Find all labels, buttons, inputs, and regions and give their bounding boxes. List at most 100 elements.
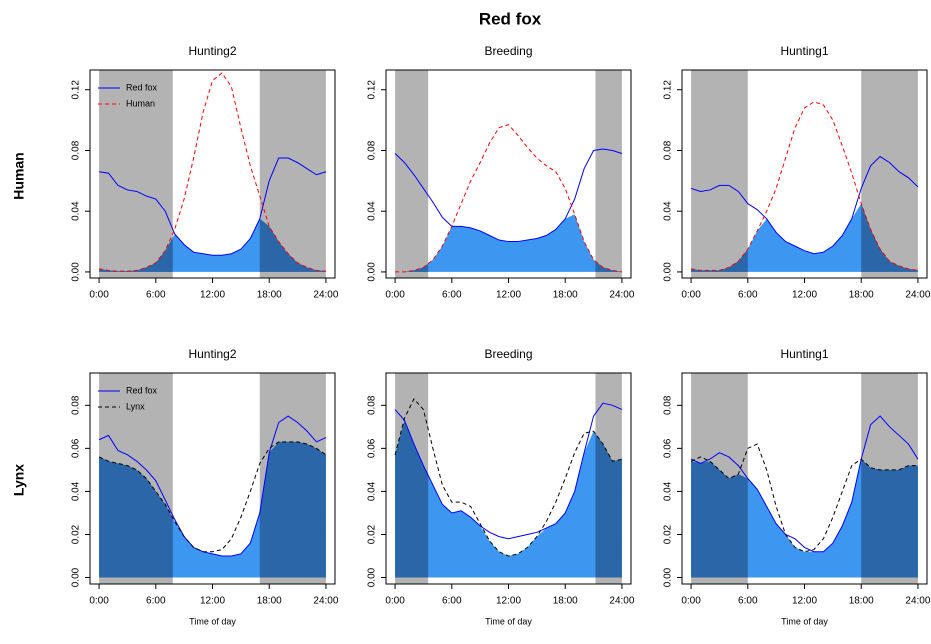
overlap-area — [395, 214, 622, 272]
panel: Hunting1 0:00 6:00 12:00 18:00 24:00 0.00 0.02 0… — [663, 347, 931, 626]
y-tick-label: 0.00 — [71, 262, 82, 282]
series-line — [395, 124, 623, 273]
x-tick-label: 24:00 — [609, 596, 634, 607]
panel: Hunting2 0:00 6:00 12:00 18:00 24:00 0.00 0.04 0… — [71, 44, 339, 300]
night-shade — [395, 70, 429, 278]
x-tick-label: 18:00 — [257, 596, 282, 607]
x-axis-label: Time of day — [189, 616, 236, 626]
overlap-area — [395, 420, 622, 578]
x-tick-label: 0:00 — [89, 290, 109, 301]
x-tick-label: 18:00 — [257, 290, 282, 301]
y-tick-label: 0.04 — [71, 201, 82, 221]
y-tick-label: 0.08 — [71, 395, 82, 415]
panel: Hunting2 0:00 6:00 12:00 18:00 24:00 0.00 0.02 0… — [71, 347, 339, 626]
overlap-area-night — [99, 218, 326, 272]
x-tick-label: 24:00 — [313, 290, 338, 301]
series-line — [98, 72, 326, 272]
x-tick-label: 18:00 — [849, 290, 874, 301]
x-tick-label: 0:00 — [681, 596, 701, 607]
x-tick-label: 24:00 — [609, 290, 634, 301]
y-tick-label: 0.06 — [663, 438, 674, 458]
panel-title: Breeding — [484, 347, 532, 361]
night-shade — [595, 70, 622, 278]
y-tick-label: 0.04 — [663, 201, 674, 221]
y-tick-label: 0.06 — [367, 438, 378, 458]
x-tick-label: 6:00 — [146, 596, 166, 607]
x-tick-label: 0:00 — [681, 290, 701, 301]
row-label: Human — [11, 152, 27, 199]
figure-title: Red fox — [479, 9, 542, 28]
y-tick-label: 0.00 — [367, 567, 378, 587]
y-tick-label: 0.04 — [367, 481, 378, 501]
y-tick-label: 0.08 — [663, 395, 674, 415]
y-tick-label: 0.08 — [71, 140, 82, 160]
y-tick-label: 0.08 — [367, 140, 378, 160]
x-axis-label: Time of day — [485, 616, 532, 626]
y-tick-label: 0.04 — [71, 481, 82, 501]
series-line — [690, 415, 919, 553]
x-tick-label: 12:00 — [496, 596, 521, 607]
x-tick-label: 24:00 — [905, 290, 930, 301]
x-tick-label: 18:00 — [849, 596, 874, 607]
x-tick-label: 0:00 — [385, 290, 405, 301]
row-label: Lynx — [11, 464, 27, 496]
x-axis-label: Time of day — [781, 616, 828, 626]
series-line — [690, 101, 919, 271]
y-tick-label: 0.08 — [663, 140, 674, 160]
y-tick-label: 0.04 — [367, 201, 378, 221]
series-line — [394, 397, 623, 557]
overlap-area-night — [99, 441, 326, 578]
x-tick-label: 0:00 — [385, 596, 405, 607]
series-line — [690, 155, 919, 255]
x-tick-label: 12:00 — [496, 290, 521, 301]
y-tick-label: 0.00 — [663, 567, 674, 587]
night-shade — [691, 70, 748, 278]
x-tick-label: 6:00 — [442, 290, 462, 301]
panel: Breeding 0:00 6:00 12:00 18:00 24:00 0.00 0.04 0… — [367, 44, 635, 300]
y-tick-label: 0.06 — [71, 438, 82, 458]
legend-label: Lynx — [126, 401, 145, 411]
y-tick-label: 0.00 — [71, 567, 82, 587]
x-tick-label: 18:00 — [553, 596, 578, 607]
series-line — [98, 157, 327, 256]
x-tick-label: 6:00 — [738, 596, 758, 607]
y-tick-label: 0.12 — [71, 80, 82, 100]
series-line — [690, 443, 918, 553]
x-tick-label: 6:00 — [146, 290, 166, 301]
y-tick-label: 0.04 — [663, 481, 674, 501]
series-line — [394, 148, 623, 243]
y-tick-label: 0.02 — [367, 524, 378, 544]
panel-title: Hunting2 — [188, 44, 236, 58]
panel: Hunting1 0:00 6:00 12:00 18:00 24:00 0.00 0.04 0… — [663, 44, 931, 300]
x-tick-label: 24:00 — [905, 596, 930, 607]
legend-label: Human — [126, 98, 155, 108]
x-tick-label: 12:00 — [792, 596, 817, 607]
y-tick-label: 0.02 — [663, 524, 674, 544]
y-tick-label: 0.12 — [663, 80, 674, 100]
panel-title: Breeding — [484, 44, 532, 58]
x-tick-label: 6:00 — [738, 290, 758, 301]
y-tick-label: 0.08 — [367, 395, 378, 415]
y-tick-label: 0.00 — [663, 262, 674, 282]
x-tick-label: 12:00 — [200, 290, 225, 301]
x-tick-label: 6:00 — [442, 596, 462, 607]
x-tick-label: 12:00 — [200, 596, 225, 607]
panel-title: Hunting2 — [188, 347, 236, 361]
x-tick-label: 24:00 — [313, 596, 338, 607]
panel-title: Hunting1 — [780, 347, 828, 361]
series-line — [98, 415, 327, 557]
series-line — [394, 402, 623, 540]
legend-label: Red fox — [126, 385, 158, 395]
overlap-area-night — [691, 203, 918, 272]
x-tick-label: 12:00 — [792, 290, 817, 301]
y-tick-label: 0.00 — [367, 262, 378, 282]
night-shade — [99, 70, 173, 278]
panel-title: Hunting1 — [780, 44, 828, 58]
overlap-area-night — [691, 459, 918, 578]
panel: Breeding 0:00 6:00 12:00 18:00 24:00 0.00 0.02 0… — [367, 347, 635, 626]
y-tick-label: 0.12 — [367, 80, 378, 100]
legend-label: Red fox — [126, 82, 158, 92]
y-tick-label: 0.02 — [71, 524, 82, 544]
series-line — [98, 441, 327, 553]
